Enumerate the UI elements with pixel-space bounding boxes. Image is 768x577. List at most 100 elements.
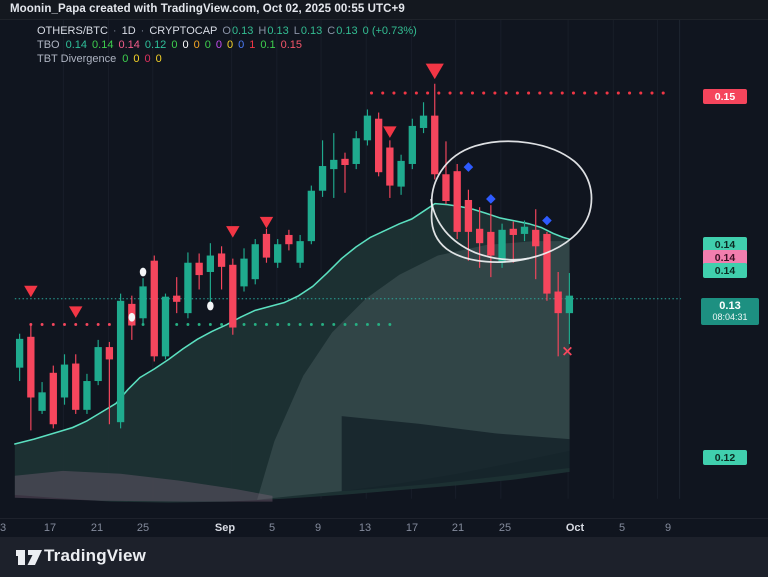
sell-triangle-icon [69, 306, 83, 318]
tbo-value: 0 [226, 39, 234, 51]
candle [72, 363, 80, 410]
candle [520, 226, 529, 234]
candle [274, 244, 282, 263]
white-dot-icon [207, 301, 214, 311]
legend: OTHERS/BTC · 1D · CRYPTOCAP O0.13 H0.13 L0.13 C0… [37, 25, 422, 67]
watermark-text: Moonin_Papa created with TradingView.com… [10, 3, 405, 15]
tbo-value: 0.12 [144, 39, 167, 51]
legend-symbol-token: 0.13 [336, 25, 358, 37]
candle [229, 264, 237, 328]
drawing-annotation [430, 140, 593, 263]
candle [296, 241, 304, 263]
sell-triangle-icon [383, 126, 397, 138]
candle [116, 300, 125, 423]
time-axis[interactable]: 3 17 21 25 Sep 5 9 13 17 21 25 Oct 5 9 [0, 518, 768, 537]
blue-diamond-icon [486, 194, 496, 204]
watermark-bar: Moonin_Papa created with TradingView.com… [0, 0, 768, 20]
candle [554, 291, 562, 314]
candle [83, 381, 91, 410]
tbo-cloud-layer [14, 203, 570, 503]
blue-diamond-icon [542, 215, 552, 226]
candles-layer [15, 83, 574, 431]
time-tick-label: Sep [214, 522, 236, 534]
brand-bar: TradingView [0, 537, 768, 577]
white-dot-icon [128, 312, 136, 322]
candle [341, 158, 349, 166]
candle [38, 392, 46, 411]
markers-layer [24, 63, 572, 356]
legend-tbt-row[interactable]: TBT Divergence 0 0 0 0 [37, 53, 422, 66]
time-tick-label: 25 [498, 522, 512, 534]
candle [375, 118, 383, 173]
candle [464, 199, 473, 232]
legend-symbol-token: OTHERS/BTC [37, 25, 108, 37]
legend-symbol-token: 0 (+0.73%) [362, 25, 417, 37]
candle [262, 233, 271, 258]
candle [442, 174, 450, 202]
legend-symbol-token: C [327, 25, 336, 37]
time-tick-label: 21 [90, 522, 104, 534]
candle [330, 159, 338, 170]
time-tick-label: 9 [664, 522, 672, 534]
tbo-value: 1 [249, 39, 256, 51]
chart-canvas[interactable] [0, 20, 768, 518]
time-tick-label: 17 [405, 522, 419, 534]
tradingview-brand-text[interactable]: TradingView [44, 546, 147, 565]
legend-symbol-token: · [112, 25, 117, 37]
time-tick-label: 13 [358, 522, 372, 534]
candle [184, 262, 192, 314]
candle [397, 160, 405, 187]
candle [532, 229, 540, 247]
time-tick-label: 5 [618, 522, 626, 534]
candle [139, 286, 147, 319]
candle [307, 190, 315, 242]
sell-triangle-icon [425, 63, 444, 80]
legend-tbo-row[interactable]: TBO 0.14 0.14 0.14 0.12 0 0 0 0 0 0 0 1 0.1 0.15 [37, 39, 422, 52]
tbo-value: 0 [193, 39, 200, 51]
tbo-value: 0.14 [65, 39, 88, 51]
time-tick-label: 25 [136, 522, 150, 534]
sell-triangle-icon [226, 226, 240, 238]
candle [27, 336, 35, 398]
chart-pane[interactable]: OTHERS/BTC · 1D · CRYPTOCAP O0.13 H0.13 L0.13 C0… [0, 20, 768, 518]
candle [285, 234, 293, 245]
tradingview-logo-icon [16, 550, 42, 565]
time-tick-label: 17 [43, 522, 57, 534]
red-x-icon [563, 346, 572, 356]
legend-symbol-row[interactable]: OTHERS/BTC · 1D · CRYPTOCAP O0.13 H0.13 L0.13 C0… [37, 25, 422, 38]
candle [15, 338, 24, 368]
candle [408, 125, 416, 164]
tbo-value: 0 [215, 39, 222, 51]
ellipse-annotation[interactable] [430, 198, 530, 261]
legend-symbol-token: 0.13 [300, 25, 323, 37]
candle [419, 115, 428, 128]
candle [49, 372, 57, 425]
tbo-value: 0 [182, 39, 189, 51]
legend-symbol-token: 1D [121, 25, 136, 37]
candle [498, 229, 506, 263]
candle [565, 295, 574, 314]
tbt-value: 0 [155, 53, 162, 65]
candle [453, 171, 461, 232]
candle [475, 228, 484, 244]
legend-symbol-token: 0.13 [231, 25, 254, 37]
tbo-value: 0 [238, 39, 245, 51]
price-level-label: 0.15 [703, 89, 747, 104]
time-tick-label: 21 [451, 522, 465, 534]
candle [318, 166, 327, 191]
time-tick-label: 5 [268, 522, 276, 534]
tbt-indicator-label: TBT Divergence [37, 53, 117, 65]
price-level-label: 0.14 [703, 237, 747, 252]
candle [94, 347, 102, 382]
candle [150, 260, 158, 357]
candle [431, 115, 439, 175]
candle [195, 262, 203, 276]
blue-diamond-icon [463, 162, 474, 172]
tbt-value: 0 [144, 53, 151, 65]
time-tick-label: 3 [0, 522, 7, 534]
tbo-value: 0 [204, 39, 211, 51]
candle [487, 231, 495, 256]
ellipse-annotation[interactable] [430, 140, 593, 263]
candle [217, 253, 226, 267]
